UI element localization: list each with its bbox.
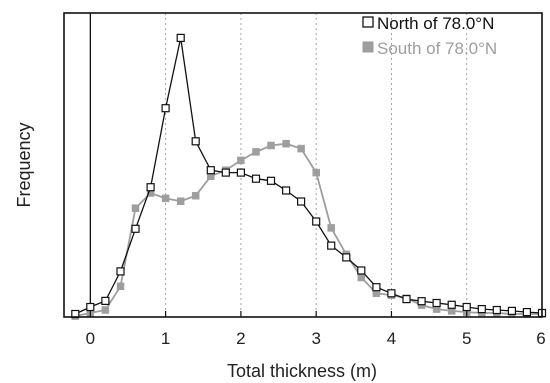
data-point-north	[161, 104, 170, 113]
data-point-north	[462, 302, 471, 312]
data-point-south	[312, 168, 320, 177]
legend-marker-north	[362, 16, 374, 28]
data-point-north	[176, 33, 185, 43]
data-point-north	[357, 266, 366, 275]
gridlines	[165, 13, 468, 317]
data-point-south	[191, 191, 200, 200]
data-point-north	[206, 166, 215, 175]
series-south	[71, 139, 546, 320]
x-tick-label-3: 3	[311, 329, 320, 348]
data-point-north	[297, 197, 306, 206]
x-ticks	[89, 311, 543, 317]
x-tick-label-1: 1	[161, 329, 170, 348]
legend-label-north: North of 78.0°N	[377, 14, 494, 33]
data-point-north	[251, 174, 261, 183]
x-tick-labels: 0 1 2 3 4 5 6	[86, 329, 546, 348]
data-point-south	[116, 282, 125, 291]
data-point-north	[327, 241, 336, 250]
data-point-south	[237, 156, 245, 165]
data-point-north	[417, 297, 426, 306]
data-point-north	[387, 289, 396, 298]
y-axis-label: Frequency	[14, 122, 34, 207]
data-point-south	[131, 204, 140, 212]
data-point-south	[267, 141, 275, 150]
data-point-north	[492, 305, 501, 315]
data-point-north	[432, 298, 441, 308]
legend-marker-south	[362, 41, 374, 53]
series-line-north	[75, 37, 543, 315]
series-north	[71, 33, 547, 319]
data-point-south	[357, 273, 366, 282]
data-point-south	[101, 306, 110, 314]
data-point-north	[477, 305, 486, 314]
data-point-south	[327, 224, 335, 232]
data-point-north	[312, 217, 321, 226]
data-point-north	[522, 308, 532, 317]
data-point-south	[176, 197, 185, 205]
data-point-north	[507, 306, 516, 315]
data-point-north	[191, 137, 200, 146]
data-point-north	[221, 168, 230, 177]
x-tick-label-2: 2	[236, 329, 245, 348]
data-point-north	[131, 224, 140, 233]
data-point-north	[402, 295, 411, 304]
series-line-south	[75, 142, 542, 317]
x-tick-label-4: 4	[387, 329, 396, 348]
data-point-north	[101, 296, 110, 305]
data-point-south	[161, 194, 170, 203]
data-point-south	[282, 139, 290, 148]
legend-label-south: South of 78.0°N	[377, 39, 497, 58]
x-tick-label-6: 6	[536, 329, 545, 348]
data-point-north	[372, 283, 381, 292]
data-point-north	[236, 168, 245, 177]
data-point-south	[252, 148, 260, 156]
data-point-north	[266, 176, 276, 185]
x-tick-label-5: 5	[462, 329, 471, 348]
series-layer	[71, 33, 547, 320]
x-tick-label-0: 0	[86, 329, 95, 348]
data-point-north	[146, 183, 155, 192]
data-point-north	[282, 186, 291, 195]
legend: North of 78.0°N South of 78.0°N	[362, 14, 497, 58]
data-point-north	[116, 267, 125, 276]
plot-frame	[63, 12, 543, 318]
data-point-north	[86, 302, 95, 312]
data-point-north	[342, 253, 351, 262]
data-point-north	[447, 300, 456, 309]
data-point-south	[297, 144, 305, 153]
x-axis-label: Total thickness (m)	[227, 361, 377, 381]
